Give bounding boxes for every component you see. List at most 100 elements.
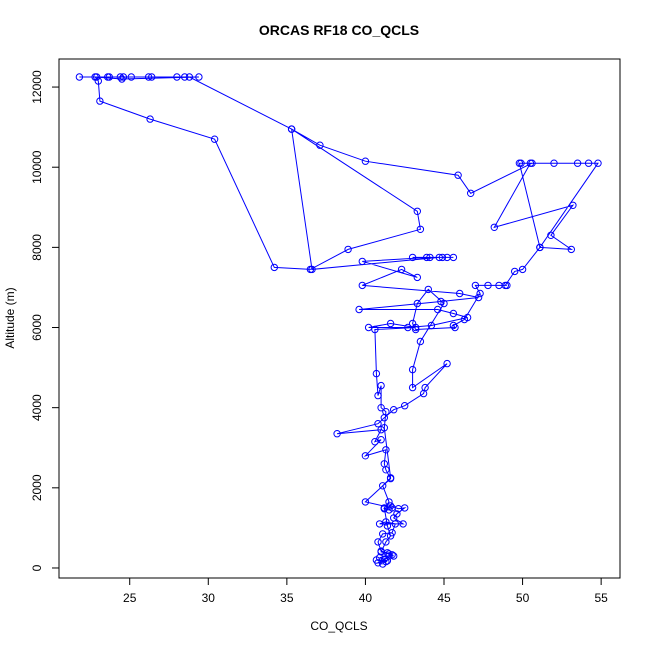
data-point — [377, 404, 385, 412]
data-point — [490, 223, 498, 232]
data-point — [374, 538, 382, 546]
data-point — [413, 299, 421, 308]
data-point — [119, 73, 128, 81]
x-axis-label: CO_QCLS — [310, 619, 367, 633]
x-tick-label: 55 — [594, 591, 608, 605]
data-point — [416, 337, 425, 346]
data-point — [377, 381, 385, 390]
x-tick-label: 25 — [123, 591, 137, 605]
data-point — [416, 225, 425, 234]
data-point — [185, 73, 194, 81]
data-point — [287, 125, 296, 133]
data-point — [449, 309, 458, 318]
data-point — [374, 391, 382, 400]
data-point — [375, 520, 384, 528]
data-point — [426, 253, 434, 262]
data-point — [377, 548, 385, 556]
x-tick-label: 45 — [437, 591, 451, 605]
y-tick-label: 2000 — [30, 474, 44, 501]
x-tick-label: 35 — [280, 591, 294, 605]
data-point — [511, 267, 519, 276]
data-point — [383, 522, 392, 530]
data-point — [547, 231, 555, 240]
y-tick-label: 10000 — [30, 150, 44, 184]
data-point — [528, 159, 536, 167]
data-point — [386, 532, 395, 540]
data-point — [550, 159, 558, 167]
data-point — [316, 141, 324, 149]
data-point — [584, 159, 593, 167]
data-point — [379, 530, 387, 538]
data-point — [517, 159, 525, 167]
data-point — [501, 281, 509, 290]
data-point — [93, 73, 101, 81]
data-point — [567, 245, 575, 254]
data-point — [443, 359, 451, 368]
y-tick-label: 12000 — [30, 70, 44, 104]
data-point — [380, 424, 388, 432]
data-point — [393, 510, 401, 518]
data-point — [412, 323, 420, 332]
data-point — [573, 159, 582, 167]
data-point — [382, 408, 390, 416]
x-tick-label: 40 — [359, 591, 373, 605]
data-point — [380, 460, 388, 468]
y-tick-label: 0 — [30, 564, 44, 571]
data-point — [361, 157, 370, 165]
data-point — [412, 325, 420, 334]
data-point — [449, 321, 458, 330]
data-point — [144, 73, 153, 81]
data-point — [385, 498, 393, 506]
data-point — [390, 406, 398, 414]
data-point — [386, 474, 395, 482]
data-point — [424, 285, 432, 294]
data-point — [427, 321, 436, 330]
data-point — [399, 520, 407, 528]
data-point — [435, 253, 443, 262]
data-point — [401, 402, 409, 410]
data-point — [385, 550, 393, 558]
data-point — [333, 430, 341, 438]
series-layer — [75, 73, 602, 568]
data-point — [181, 73, 189, 81]
data-point — [484, 281, 492, 290]
data-point — [449, 253, 458, 262]
data-point — [413, 207, 421, 216]
data-point — [390, 552, 398, 560]
data-point — [471, 281, 480, 290]
y-tick-label: 6000 — [30, 314, 44, 341]
data-point — [104, 73, 112, 81]
data-point — [594, 159, 602, 167]
y-axis: 0 2000 4000 6000 8000 10000 12000 — [30, 70, 60, 571]
data-point — [358, 257, 366, 266]
data-point — [463, 313, 472, 322]
data-point — [195, 73, 203, 81]
data-point — [456, 289, 464, 298]
data-point — [355, 305, 363, 314]
data-point — [270, 263, 278, 272]
x-tick-label: 50 — [516, 591, 530, 605]
data-point — [361, 498, 370, 506]
data-point — [380, 504, 388, 512]
data-point — [386, 319, 395, 328]
data-point — [434, 305, 442, 314]
data-point — [408, 253, 417, 262]
data-point — [358, 281, 366, 290]
data-point — [474, 293, 483, 302]
data-point — [388, 504, 396, 512]
data-point — [118, 75, 126, 83]
data-point — [361, 452, 370, 460]
data-point — [75, 73, 84, 81]
data-point — [148, 73, 156, 81]
x-tick-label: 30 — [202, 591, 216, 605]
data-point — [146, 115, 154, 123]
data-point — [372, 369, 381, 378]
data-point — [308, 265, 316, 274]
data-point — [438, 253, 447, 262]
data-point — [371, 325, 379, 334]
chart-title: ORCAS RF18 CO_QCLS — [259, 22, 419, 38]
data-point — [379, 482, 387, 490]
data-point — [423, 253, 431, 262]
data-point — [344, 245, 352, 254]
